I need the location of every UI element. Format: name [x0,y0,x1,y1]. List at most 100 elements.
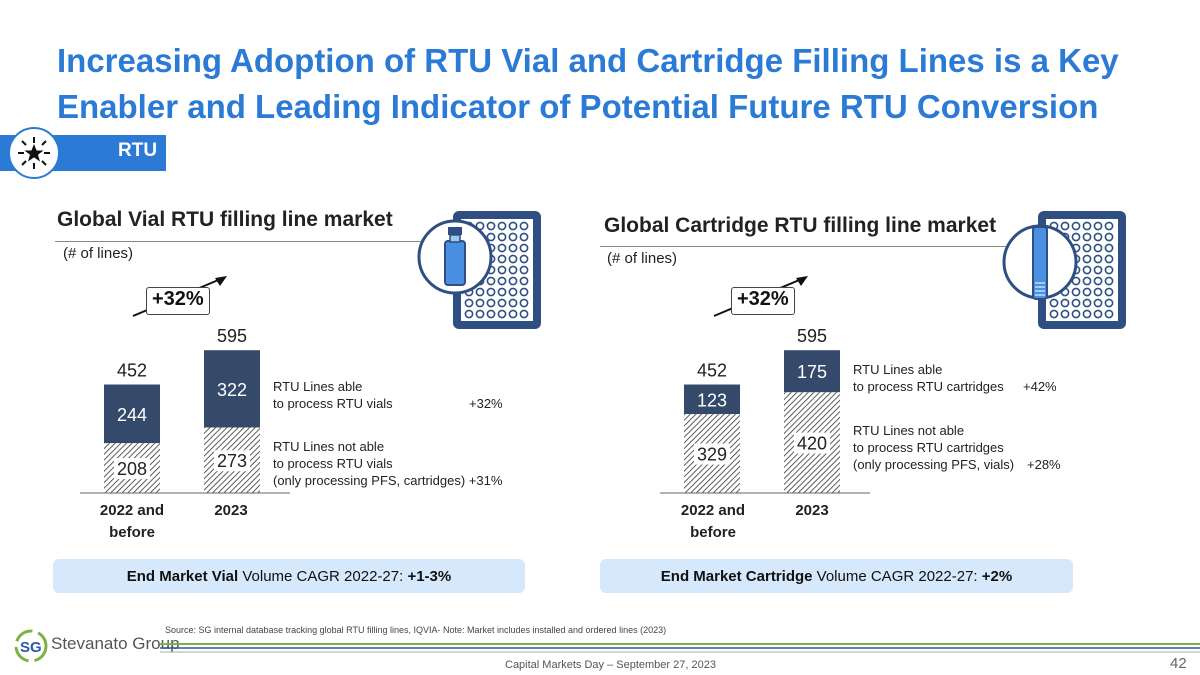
vial-legend-able-line2: to process RTU vials [273,396,393,411]
cartridge-label-lower-0-bg [694,443,730,465]
tray-well [1049,298,1059,308]
cartridge-chart: 329 123 452 420 175 595 [660,326,870,494]
vial-growth-label: +32% [152,288,204,310]
title-line-1: Increasing Adoption of RTU Vial and Cart… [57,42,1119,79]
tray-well [497,243,507,253]
sg-logo-icon: SG [14,629,48,663]
cartridge-label-lower-1: 420 [797,434,827,454]
tray-well [497,298,507,308]
vial-unit-label: (# of lines) [63,245,134,262]
tray-well [1104,276,1114,286]
logo-mark: SG [20,639,42,656]
section-tag-label: RTU [118,140,158,161]
cartridge-legend-notable-growth: +28% [1027,457,1061,472]
tray-well [508,254,518,264]
vial-legend-notable-line1: RTU Lines not able [273,439,385,454]
tray-well [1093,254,1103,264]
tray-well [1093,287,1103,297]
cartridge-unit-label: (# of lines) [607,250,678,267]
tray-well [1082,287,1092,297]
tray-well [475,298,485,308]
tray-well [1071,232,1081,242]
cartridge-x-label-1-line1: 2022 and [680,502,746,519]
tray-well [497,287,507,297]
tray-well [519,243,529,253]
tray-well [486,232,496,242]
logo-brand-text: Stevanato Group [51,634,180,653]
vial-label-lower-1: 273 [217,451,247,471]
tray-well [519,232,529,242]
vial-chart-title: Global Vial RTU filling line market [57,208,393,231]
vial-cagr-value: +1-3% [407,567,452,585]
tray-well [508,276,518,286]
cartridge-tray-icon [1002,211,1126,329]
tray-well [1071,287,1081,297]
vial-legend-able-line1: RTU Lines able [273,379,363,394]
cartridge-legend-able: RTU Lines able to process RTU cartridges [853,361,1004,395]
tray-well [1104,254,1114,264]
tray-well [1071,221,1081,231]
cartridge-cagr-text: Volume CAGR 2022-27: [812,567,982,585]
tray-well [475,287,485,297]
cartridge-label-upper-0: 123 [697,390,727,410]
tray-well [519,265,529,275]
cartridge-legend-notable: RTU Lines not able to process RTU cartri… [853,422,1014,473]
vial-label-lower-0-bg [114,458,150,480]
cartridge-legend-notable-line2: to process RTU cartridges [853,440,1004,455]
tray-well [1060,221,1070,231]
tray-well [1071,309,1081,319]
vial-label-total-1: 595 [217,326,247,346]
tray-well [1082,265,1092,275]
tray-well [1104,243,1114,253]
vial-legend-notable-line2: to process RTU vials [273,456,393,471]
tray-well [1082,309,1092,319]
cartridge-growth-label: +32% [737,288,789,310]
vial-legend-notable: RTU Lines not able to process RTU vials … [273,438,502,489]
vial-growth-box [146,287,210,315]
vial-legend-able-growth: +32% [469,396,503,411]
vial-x-label-1-line2: before [109,524,155,541]
cartridge-growth-box [731,287,795,315]
tray-well [464,298,474,308]
cartridge-legend-notable-line3: (only processing PFS, vials) [853,457,1015,472]
tray-well [1082,276,1092,286]
tray-well [1082,254,1092,264]
vial-label-lower-0: 208 [117,459,147,479]
cartridge-label-total-0: 452 [697,361,727,381]
tray-well [1104,221,1114,231]
vial-label-lower-1-bg [214,450,250,472]
tray-well [508,287,518,297]
tray-well [519,287,529,297]
tray-well [508,232,518,242]
tray-well [464,309,474,319]
tray-well [497,221,507,231]
vial-label-total-0: 452 [117,361,147,381]
vial-cagr-bold: End Market Vial [126,567,239,585]
tray-well [1082,298,1092,308]
cartridge-legend-able-line1: RTU Lines able [853,362,943,377]
tray-well [1093,276,1103,286]
tray-well [486,276,496,286]
vial-cagr-text: Volume CAGR 2022-27: [238,567,408,585]
tray-well [1071,276,1081,286]
tray-well [1082,232,1092,242]
cartridge-label-lower-1-bg [794,432,830,454]
cartridge-label-upper-1: 175 [797,362,827,382]
tray-well [1071,298,1081,308]
tray-well [475,309,485,319]
tray-well [519,298,529,308]
cartridge-x-label-1-line2: before [690,524,736,541]
vial-chart: 208 244 452 273 322 595 [80,326,290,494]
tray-well [486,309,496,319]
tray-well [1093,221,1103,231]
tray-well [519,276,529,286]
tray-well [1082,221,1092,231]
tray-well [1104,287,1114,297]
vial-x-label-1: 2022 and before [82,500,182,544]
cartridge-label-total-1: 595 [797,326,827,346]
footer-text: Capital Markets Day – September 27, 2023 [505,659,716,671]
cartridge-legend-notable-line1: RTU Lines not able [853,423,965,438]
vial-x-label-2: 2023 [214,502,248,519]
tray-well [519,221,529,231]
tray-well [1082,243,1092,253]
